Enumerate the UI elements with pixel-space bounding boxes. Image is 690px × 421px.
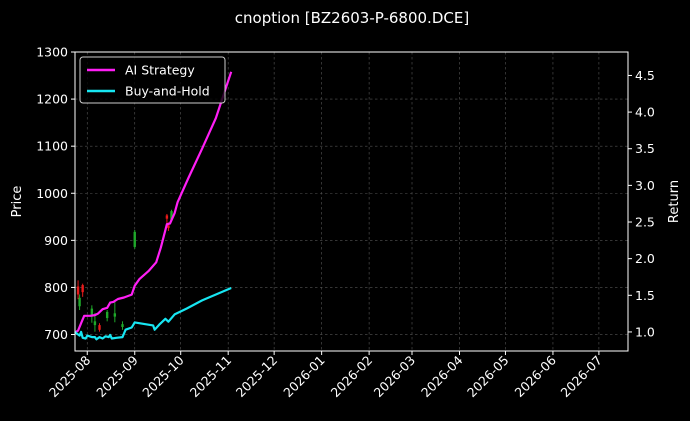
- chart-title: cnoption [BZ2603-P-6800.DCE]: [235, 9, 469, 27]
- y-right-tick-label: 2.5: [635, 215, 655, 230]
- candle-body: [93, 321, 97, 326]
- legend-label-buy-and-hold: Buy-and-Hold: [125, 84, 210, 99]
- candle-body: [167, 225, 170, 229]
- y-right-tick-label: 3.5: [635, 141, 655, 156]
- candle-body: [76, 286, 80, 295]
- y-left-tick-label: 1000: [36, 186, 68, 201]
- candle-body: [105, 311, 109, 319]
- legend-box: [79, 56, 226, 104]
- y-right-tick-label: 4.5: [635, 68, 655, 83]
- y-right-label: Return: [667, 180, 682, 223]
- y-left-tick-label: 700: [44, 327, 68, 342]
- y-left-tick-label: 1300: [36, 45, 68, 60]
- y-left-tick-label: 800: [44, 280, 68, 295]
- candles: [76, 209, 173, 332]
- series-lines: [74, 71, 233, 341]
- y-right-tick-label: 1.5: [635, 288, 655, 303]
- candle-body: [98, 325, 101, 330]
- legend: AI Strategy Buy-and-Hold: [79, 56, 226, 104]
- y-right-tick-label: 1.0: [635, 324, 655, 339]
- y-left-tick-label: 1200: [36, 92, 68, 107]
- plot-frame: [74, 51, 629, 352]
- series-line-buy-and-hold: [74, 286, 232, 341]
- y-right-tick-label: 2.0: [635, 251, 655, 266]
- candle-body: [165, 215, 169, 219]
- candle-body: [81, 285, 84, 293]
- candle-body: [121, 324, 124, 327]
- candle-body: [133, 231, 136, 247]
- y-left-tick-label: 900: [44, 233, 68, 248]
- candle-body: [113, 313, 117, 317]
- candle-body: [170, 211, 173, 220]
- y-right-tick-label: 3.0: [635, 178, 655, 193]
- y-right-tick-label: 4.0: [635, 105, 655, 120]
- candle-body: [90, 308, 94, 317]
- y-left-tick-label: 1100: [36, 139, 68, 154]
- series-line-ai-strategy: [74, 71, 233, 334]
- legend-label-ai-strategy: AI Strategy: [125, 63, 195, 78]
- candle-body: [78, 297, 81, 307]
- y-left-label: Price: [10, 186, 25, 218]
